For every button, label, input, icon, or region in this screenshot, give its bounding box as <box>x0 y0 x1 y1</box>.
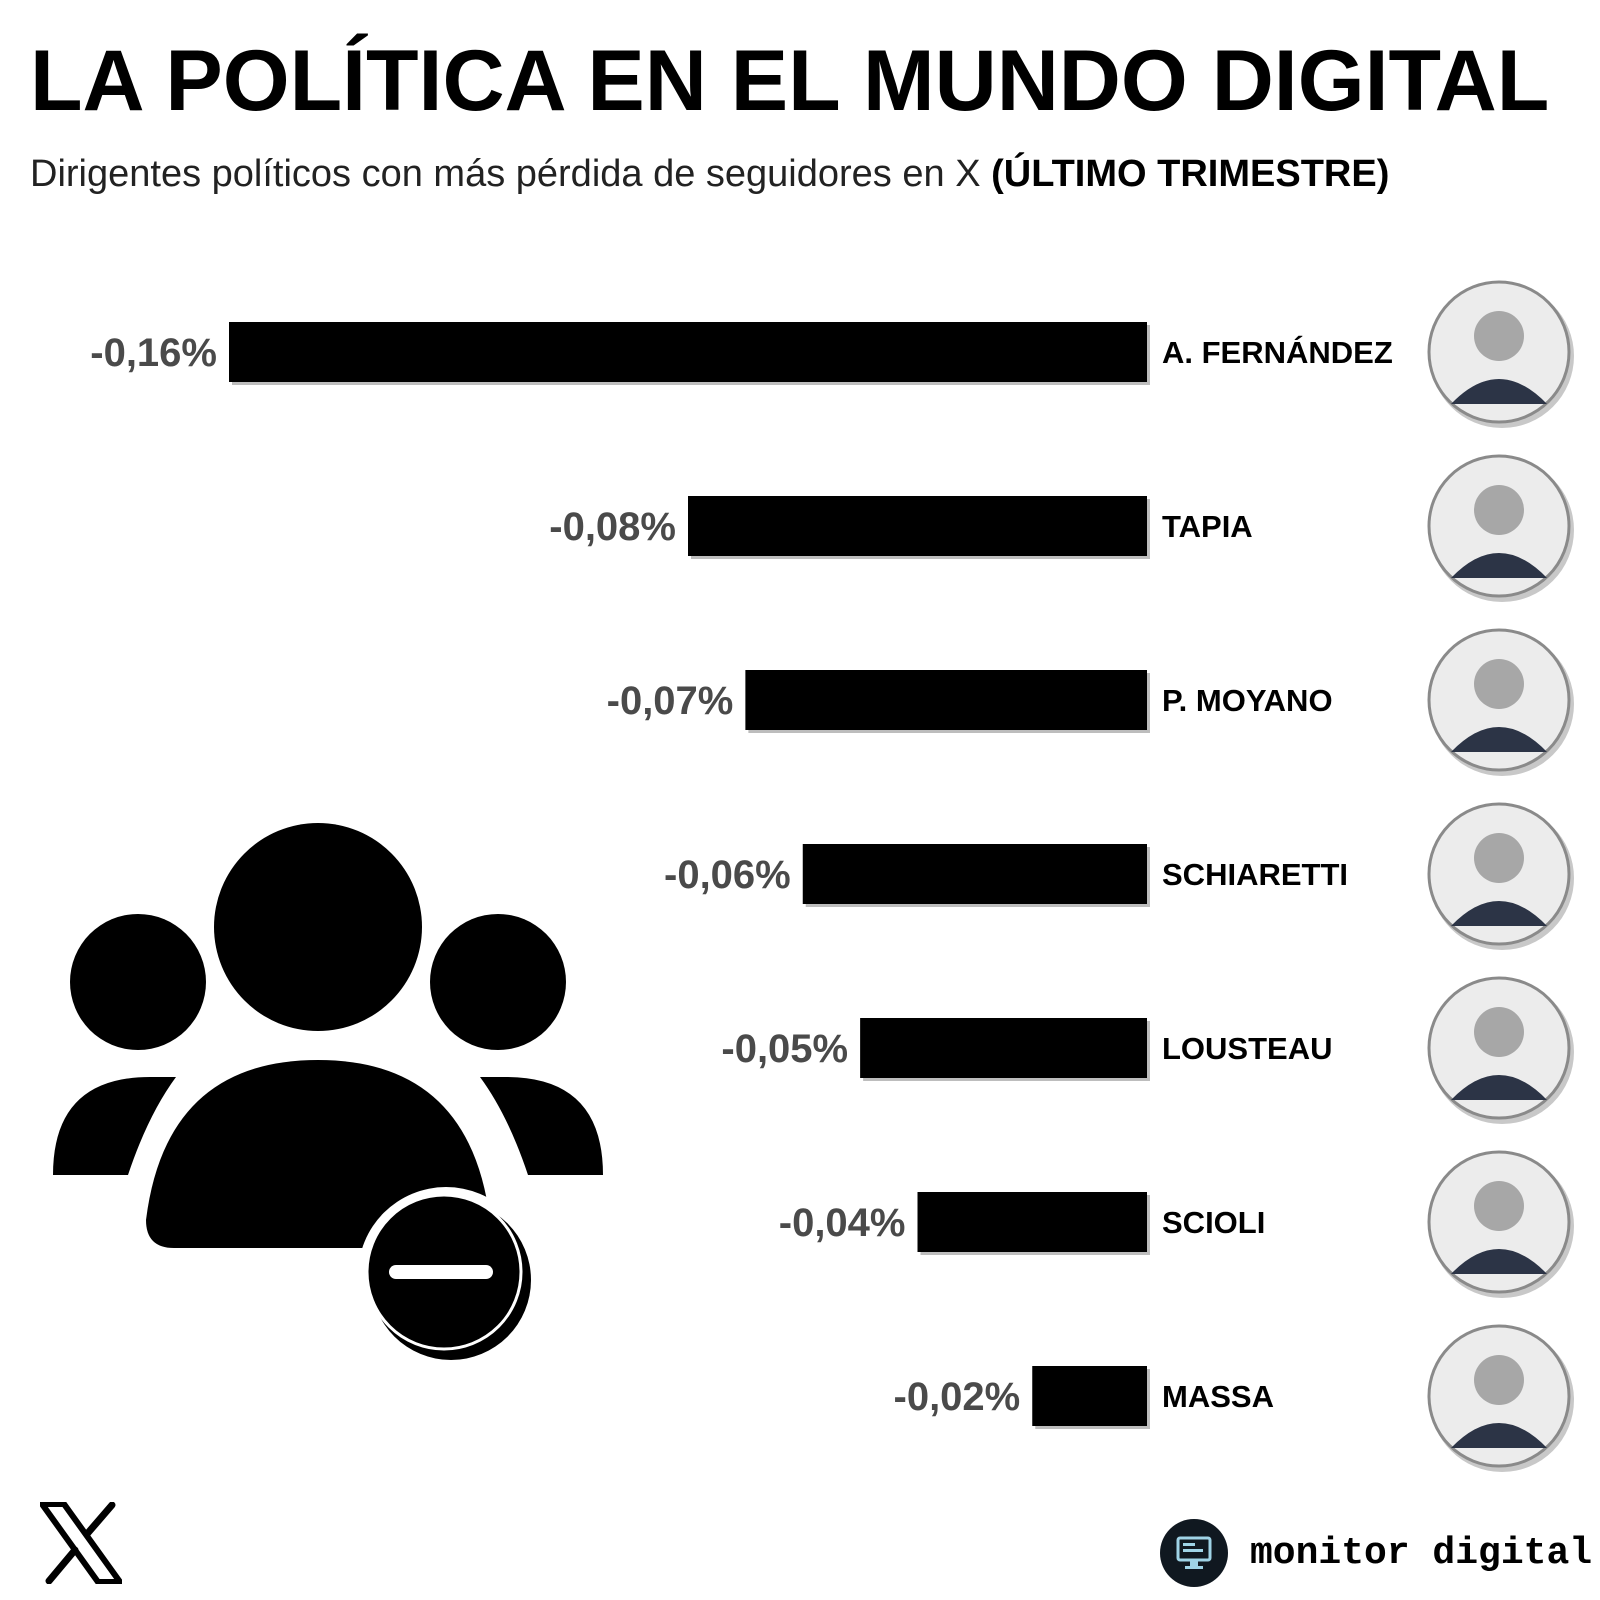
portrait-head <box>1474 1181 1524 1231</box>
portrait-head <box>1474 833 1524 883</box>
category-label: SCHIARETTI <box>1162 857 1348 892</box>
page-title: LA POLÍTICA EN EL MUNDO DIGITAL <box>30 33 1550 129</box>
portrait-body <box>1451 727 1547 752</box>
category-label: A. FERNÁNDEZ <box>1162 335 1393 370</box>
group-remove-icon <box>53 823 603 1363</box>
portrait-body <box>1451 553 1547 578</box>
portrait-head <box>1474 311 1524 361</box>
value-label: -0,06% <box>664 853 791 897</box>
value-label: -0,04% <box>779 1201 906 1245</box>
portrait-head <box>1474 1355 1524 1405</box>
portrait-head <box>1474 1007 1524 1057</box>
value-label: -0,02% <box>894 1375 1021 1419</box>
portrait-body <box>1451 1075 1547 1100</box>
bar <box>917 1192 1147 1252</box>
value-label: -0,07% <box>607 679 734 723</box>
brand-name: monitor digital <box>1250 1531 1593 1575</box>
subtitle-period: (ÚLTIMO TRIMESTRE) <box>991 153 1390 195</box>
value-label: -0,05% <box>721 1027 848 1071</box>
bar <box>1032 1366 1147 1426</box>
category-label: TAPIA <box>1162 509 1253 544</box>
page-subtitle: Dirigentes políticos con más pérdida de … <box>30 152 1389 198</box>
portrait-body <box>1451 1249 1547 1274</box>
portrait-head <box>1474 485 1524 535</box>
category-label: P. MOYANO <box>1162 683 1333 718</box>
value-label: -0,08% <box>549 505 676 549</box>
brand: monitor digital <box>1160 1518 1592 1588</box>
bar <box>229 322 1147 382</box>
category-label: SCIOLI <box>1162 1205 1265 1240</box>
portrait-body <box>1451 901 1547 926</box>
x-logo-icon <box>40 1502 122 1584</box>
bar <box>802 844 1147 904</box>
category-label: MASSA <box>1162 1379 1274 1414</box>
value-label: -0,16% <box>90 331 217 375</box>
portrait-head <box>1474 659 1524 709</box>
portrait-body <box>1451 1423 1547 1448</box>
bar <box>745 670 1147 730</box>
portrait-body <box>1451 379 1547 404</box>
monitor-icon <box>1160 1519 1228 1587</box>
subtitle-text: Dirigentes políticos con más pérdida de … <box>30 153 992 195</box>
category-label: LOUSTEAU <box>1162 1031 1333 1066</box>
bar <box>860 1018 1147 1078</box>
bar <box>688 496 1147 556</box>
